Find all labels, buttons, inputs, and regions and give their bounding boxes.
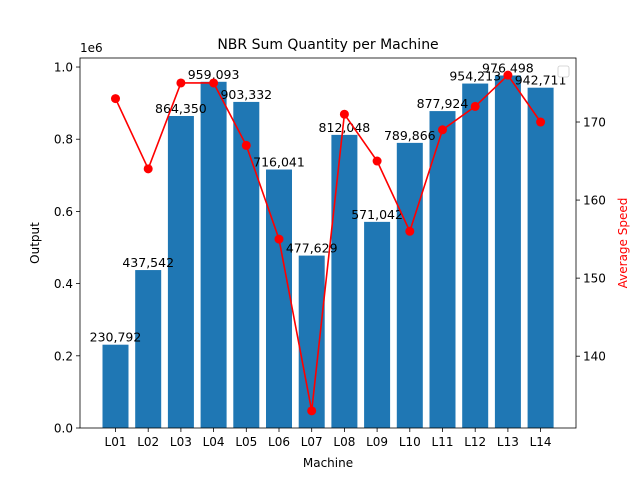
average-speed-point-l04: [209, 78, 219, 88]
bar-label-group: 230,792 437,542 864,350 959,093 903,332 716,0…: [90, 61, 567, 345]
average-speed-point-l12: [470, 101, 480, 111]
y2-tick-label: 140: [583, 350, 606, 364]
x-tick-label: L07: [301, 435, 323, 449]
x-tick-label: L13: [497, 435, 519, 449]
average-speed-point-l06: [274, 234, 284, 244]
bar-value-label: 789,866: [384, 128, 436, 143]
bar-l02: [135, 270, 162, 428]
bar-group: [102, 75, 554, 429]
y2-tick-group: 140 150 160 170: [576, 116, 606, 364]
y-tick-label: 0.6: [54, 205, 73, 219]
bar-value-label: 437,542: [122, 255, 174, 270]
average-speed-point-l09: [372, 156, 382, 166]
average-speed-point-l05: [241, 140, 251, 150]
y-tick-label: 0.4: [54, 277, 73, 291]
legend-box: [557, 65, 570, 78]
x-tick-label: L02: [137, 435, 159, 449]
x-tick-label: L01: [105, 435, 127, 449]
bar-value-label: 230,792: [90, 330, 142, 345]
chart-title: NBR Sum Quantity per Machine: [217, 37, 438, 53]
bar-l14: [527, 87, 554, 428]
y-axis-label: Output: [28, 222, 42, 264]
bar-l10: [396, 142, 423, 428]
bar-value-label: 959,093: [188, 67, 240, 82]
y2-tick-label: 160: [583, 194, 606, 208]
x-tick-label: L05: [235, 435, 257, 449]
x-tick-label: L14: [530, 435, 552, 449]
bar-value-label: 716,041: [253, 155, 305, 170]
bar-l06: [266, 169, 292, 428]
x-tick-label: L04: [203, 435, 225, 449]
bar-l07: [298, 255, 325, 428]
y-tick-label: 0.0: [54, 422, 73, 436]
bar-value-label: 903,332: [220, 87, 272, 102]
bar-l08: [331, 134, 358, 428]
x-tick-label: L11: [432, 435, 454, 449]
bar-value-label: 942,711: [515, 73, 567, 88]
bar-l03: [167, 115, 194, 429]
bar-value-label: 812,048: [319, 120, 371, 135]
bar-l04: [200, 81, 227, 428]
x-tick-label: L10: [399, 435, 421, 449]
bar-l13: [494, 75, 521, 428]
average-speed-point-l10: [405, 226, 415, 236]
y-tick-label: 0.2: [54, 349, 73, 363]
x-tick-label: L06: [268, 435, 290, 449]
x-tick-label: L12: [464, 435, 486, 449]
average-speed-line: [114, 73, 542, 411]
bar-value-label: 954,213: [449, 69, 501, 84]
y2-axis-label: Average Speed: [616, 198, 630, 289]
average-speed-point-l03: [176, 78, 186, 88]
bar-l05: [233, 101, 260, 429]
average-speed-point-l02: [143, 164, 153, 174]
bar-value-label: 477,629: [286, 241, 338, 256]
y-tick-label: 0.8: [54, 133, 73, 147]
average-speed-point-l08: [339, 109, 349, 119]
average-speed-point-l01: [111, 94, 120, 104]
average-speed-point-l07: [307, 406, 317, 416]
y-tick-group: 0.0 0.2 0.4 0.6 0.8 1.0: [54, 61, 80, 436]
bar-value-label: 976,498: [482, 61, 534, 76]
y2-tick-label: 150: [583, 272, 606, 286]
x-tick-label: L09: [366, 435, 388, 449]
y2-tick-label: 170: [583, 116, 606, 130]
average-speed-point-l11: [438, 125, 447, 135]
bar-value-label: 571,042: [351, 207, 403, 222]
y-tick-label: 1.0: [54, 61, 73, 75]
bar-l12: [462, 83, 489, 429]
average-speed-point-l14: [536, 117, 546, 127]
plot-frame: [79, 57, 577, 429]
x-tick-label: L08: [333, 435, 355, 449]
average-speed-point-l13: [503, 70, 513, 80]
bar-l11: [429, 111, 456, 428]
bar-l01: [102, 344, 129, 428]
x-tick-label: L03: [170, 435, 192, 449]
bar-value-label: 877,924: [417, 96, 469, 111]
x-tick-group: L01 L02 L03 L04 L05 L06 L07 L08 L09 L10 L11 L12 L13 L…: [105, 428, 552, 449]
x-axis-label: Machine: [303, 456, 353, 470]
line-series-group: [111, 70, 546, 416]
y-axis-offset-text: 1e6: [80, 41, 103, 55]
bar-value-label: 864,350: [155, 101, 207, 116]
bar-l09: [364, 221, 391, 428]
